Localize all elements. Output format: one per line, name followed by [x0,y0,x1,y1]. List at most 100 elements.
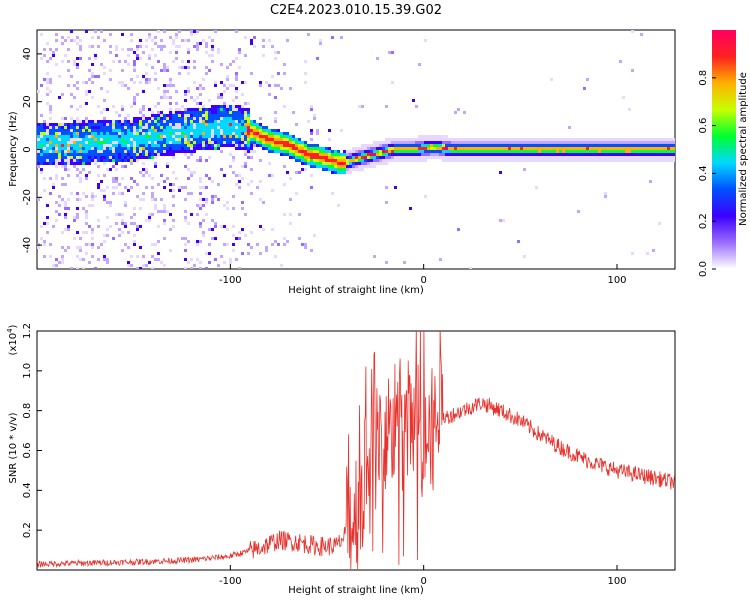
spectrogram-cell [304,159,307,162]
spectrogram-cell [427,135,430,138]
spectrogram-cell [409,207,412,210]
spectrogram-cell [508,144,511,147]
spectrogram-cell [205,51,208,54]
spectrogram-cell [133,63,136,66]
spectrogram-cell [139,225,142,228]
spectrogram-cell [235,72,238,75]
snr-y-tick-label: 0.6 [22,443,33,459]
spectrogram-cell [169,126,172,129]
spectrogram-cell [325,153,328,156]
spectrogram-cell [127,153,130,156]
spectrogram-cell [211,117,214,120]
spectrogram-cell [37,129,40,132]
spectrogram-cell [46,144,49,147]
spectrogram-cell [181,114,184,117]
spectrogram-cell [235,126,238,129]
spectrogram-cell [481,141,484,144]
spectrogram-cell [430,144,433,147]
spectrogram-cell [589,156,592,159]
spectrogram-cell [130,138,133,141]
spectrogram-cell [109,141,112,144]
spectrogram-cell [232,99,235,102]
spectrogram-cell [235,237,238,240]
spectrogram-cell [136,147,139,150]
spectrogram-cell [238,114,241,117]
spectrogram-cell [88,150,91,153]
spectrogram-cell [79,105,82,108]
spectrogram-cell [109,147,112,150]
spectrogram-cell [247,156,250,159]
spectrogram-cell [352,156,355,159]
spectrogram-cell [598,144,601,147]
spectrogram-cell [46,204,49,207]
spectrogram-cell [523,141,526,144]
spectrogram-cell [151,153,154,156]
spectrogram-cell [589,159,592,162]
spectrogram-cell [70,39,73,42]
spectrogram-cell [58,126,61,129]
spectrogram-cell [127,150,130,153]
spectrogram-cell [283,72,286,75]
spectrogram-cell [142,126,145,129]
spectrogram-cells [37,30,675,269]
spectrogram-cell [304,147,307,150]
spectrogram-cell [601,150,604,153]
spectrogram-cell [598,147,601,150]
spectrogram-cell [217,105,220,108]
spectrogram-cell [502,141,505,144]
spectrogram-cell [301,144,304,147]
spectrogram-cell [355,159,358,162]
spectrogram-cell [469,267,472,269]
spectrogram-cell [259,159,262,162]
spectrogram-cell [502,138,505,141]
spectrogram-cell [631,69,634,72]
spectrogram-cell [439,150,442,153]
spectrogram-cell [355,153,358,156]
spectrogram-cell [550,150,553,153]
spectrogram-cell [649,150,652,153]
spectrogram-cell [148,129,151,132]
spectrogram-cell [88,45,91,48]
spectrogram-cell [127,159,130,162]
spectrogram-cell [442,159,445,162]
spectrogram-cell [289,153,292,156]
spectrogram-cell [142,75,145,78]
spectrogram-cell [205,186,208,189]
spectrogram-cell [193,120,196,123]
spectrogram-cell [178,132,181,135]
spectrogram-cell [127,144,130,147]
spectrogram-cell [391,159,394,162]
spectrogram-cell [94,129,97,132]
spectrogram-cell [163,264,166,267]
spectrogram-cell [604,150,607,153]
spectrogram-cell [76,141,79,144]
colorbar: 0.00.20.40.60.8 Normalized spectral ampl… [698,30,749,277]
spectrogram-cell [238,108,241,111]
spectrogram-cell [673,138,675,141]
spectrogram-cell [274,138,277,141]
spectrogram-cell [88,204,91,207]
spectrogram-cell [490,138,493,141]
spectrogram-cell [238,231,241,234]
snr-y-tick-label: 0.2 [22,522,33,538]
spectrogram-cell [70,126,73,129]
spectrogram-cell [598,153,601,156]
spectrogram-cell [169,153,172,156]
spectrogram-cell [238,111,241,114]
spectrogram-cell [49,129,52,132]
spectrogram-cell [205,123,208,126]
spectrogram-cell [40,126,43,129]
spectrogram-cell [79,198,82,201]
spectrogram-cell [118,126,121,129]
spectrogram-cell [547,141,550,144]
spectrogram-cell [250,39,253,42]
spectrogram-cell [430,141,433,144]
spectrogram-cell [103,198,106,201]
spectrogram-cell [184,144,187,147]
spectrogram-cell [169,144,172,147]
spectrogram-cell [406,147,409,150]
spectrogram-cell [46,126,49,129]
spectrogram-cell [55,162,58,165]
spectrogram-cell [250,132,253,135]
